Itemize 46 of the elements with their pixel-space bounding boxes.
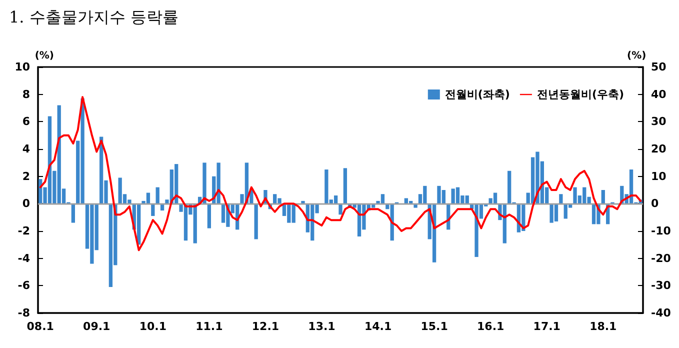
legend-label: 전년동월비(우축): [536, 88, 624, 101]
bar: [108, 204, 113, 288]
bar: [254, 204, 258, 240]
y2-tick-label: -10: [651, 224, 672, 238]
y2-tick-label: -20: [651, 252, 672, 265]
x-tick-label: 11.1: [196, 320, 223, 333]
bar: [301, 200, 305, 204]
bar: [343, 168, 348, 204]
y-tick-label: -8: [18, 306, 30, 320]
y-axis-title: (%): [34, 50, 54, 62]
bar: [559, 194, 563, 204]
x-tick-label: 13.1: [308, 320, 336, 333]
bar: [71, 204, 76, 223]
y2-tick-label: 20: [651, 142, 667, 156]
y2-tick-label: 40: [651, 88, 667, 101]
x-tick-label: 10.1: [139, 320, 166, 333]
y2-tick-label: -40: [651, 306, 672, 320]
y-tick-label: -2: [18, 224, 30, 238]
y-tick-label: 4: [22, 142, 30, 156]
x-tick-label: 08.1: [26, 320, 54, 333]
y-tick-label: 6: [22, 115, 30, 128]
y-tick-label: -6: [18, 279, 30, 292]
y2-tick-label: 0: [651, 197, 659, 210]
x-tick-label: 14.1: [364, 320, 392, 333]
x-tick-label: 12.1: [252, 320, 280, 333]
y-tick-label: 0: [22, 197, 30, 210]
y-tick-label: 10: [14, 60, 30, 74]
x-tick-label: 18.1: [590, 320, 617, 333]
y2-tick-label: 30: [651, 115, 667, 128]
y2-tick-label: 10: [651, 170, 667, 183]
y2-tick-label: -30: [651, 279, 672, 292]
legend-label: 전월비(좌축): [444, 88, 510, 101]
y2-axis-title: (%): [627, 50, 646, 62]
x-tick-label: 15.1: [420, 320, 448, 333]
x-tick-label: 17.1: [533, 320, 560, 333]
y2-tick-label: 50: [651, 60, 667, 74]
x-tick-label: 09.1: [83, 320, 110, 333]
bar: [207, 204, 212, 228]
x-tick-label: 16.1: [477, 320, 504, 333]
bar: [156, 187, 160, 204]
bar: [334, 195, 338, 204]
y-tick-label: -4: [18, 252, 30, 265]
bar: [601, 190, 605, 204]
chart-title: 1. 수출물가지수 등락률: [9, 8, 178, 26]
y-tick-label: 2: [22, 170, 30, 183]
y-tick-label: 8: [22, 88, 30, 101]
